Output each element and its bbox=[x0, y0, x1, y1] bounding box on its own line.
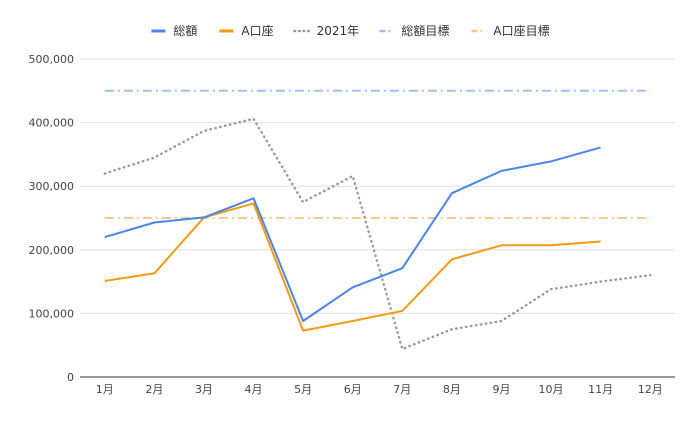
y-tick-label: 100,000 bbox=[29, 307, 75, 320]
x-tick-label: 6月 bbox=[344, 383, 362, 396]
series-line-0 bbox=[104, 146, 601, 322]
x-tick-label: 12月 bbox=[638, 383, 663, 396]
legend-item-2[interactable]: 2021年 bbox=[293, 24, 360, 38]
y-tick-label: 400,000 bbox=[29, 117, 75, 130]
x-tick-label: 5月 bbox=[294, 383, 312, 396]
legend: 総額 A口座 2021年 総額目標 A口座目標 bbox=[151, 23, 550, 38]
y-tick-label: 0 bbox=[67, 371, 74, 384]
legend-label: A口座 bbox=[241, 23, 273, 38]
y-tick-label: 300,000 bbox=[29, 180, 75, 193]
legend-label: A口座目標 bbox=[493, 23, 549, 38]
x-tick-label: 4月 bbox=[245, 383, 263, 396]
x-tick-label: 3月 bbox=[195, 383, 213, 396]
legend-label: 総額 bbox=[173, 24, 197, 38]
y-axis: 0 100,000 200,000 300,000 400,000 500,000 bbox=[29, 53, 675, 384]
legend-label: 総額目標 bbox=[401, 24, 449, 38]
series-line-2 bbox=[103, 117, 652, 351]
series-line-1 bbox=[104, 202, 601, 332]
x-tick-label: 9月 bbox=[492, 383, 510, 396]
x-tick-label: 11月 bbox=[588, 383, 613, 396]
series-layer bbox=[103, 89, 652, 351]
legend-item-3[interactable]: 総額目標 bbox=[379, 24, 449, 38]
legend-item-1[interactable]: A口座 bbox=[219, 23, 274, 38]
legend-item-0[interactable]: 総額 bbox=[151, 24, 197, 38]
x-tick-label: 8月 bbox=[443, 383, 461, 396]
x-tick-label: 2月 bbox=[145, 383, 163, 396]
y-tick-label: 500,000 bbox=[29, 53, 75, 66]
x-tick-label: 10月 bbox=[539, 383, 564, 396]
x-tick-label: 1月 bbox=[96, 383, 114, 396]
x-axis: 1月 2月 3月 4月 5月 6月 7月 8月 9月 10月 11月 12月 bbox=[96, 383, 663, 396]
x-tick-label: 7月 bbox=[393, 383, 411, 396]
gridlines bbox=[80, 58, 675, 314]
y-tick-label: 200,000 bbox=[29, 244, 75, 257]
legend-item-4[interactable]: A口座目標 bbox=[471, 23, 550, 38]
legend-label: 2021年 bbox=[317, 24, 360, 38]
